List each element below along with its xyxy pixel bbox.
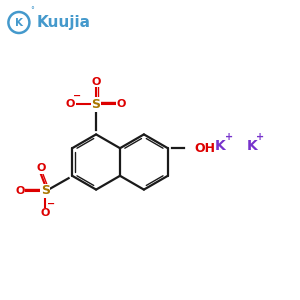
Text: +: + <box>256 132 265 142</box>
Text: K: K <box>215 139 226 152</box>
Text: S: S <box>41 184 50 197</box>
Text: O: O <box>117 99 126 110</box>
Text: O: O <box>40 208 50 218</box>
Text: K: K <box>15 17 23 28</box>
Text: S: S <box>92 98 100 111</box>
Text: OH: OH <box>195 142 216 155</box>
Text: O: O <box>36 163 45 173</box>
Text: −: − <box>47 199 55 209</box>
Text: +: + <box>225 132 233 142</box>
Text: °: ° <box>30 6 34 15</box>
Text: K: K <box>247 139 257 152</box>
Text: −: − <box>73 90 81 100</box>
Text: O: O <box>92 77 101 87</box>
Text: O: O <box>66 99 75 110</box>
Text: O: O <box>15 186 24 196</box>
Text: Kuujia: Kuujia <box>37 15 91 30</box>
